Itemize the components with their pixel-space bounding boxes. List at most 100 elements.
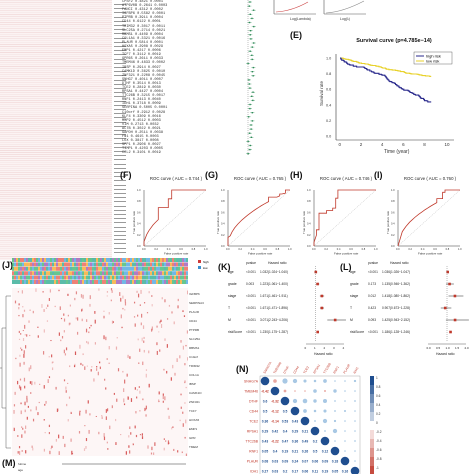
annotation-cell	[42, 266, 44, 271]
forest-row-name: M	[228, 318, 231, 322]
annotation-cell	[130, 262, 132, 267]
panel-label-n: (N)	[236, 364, 249, 374]
heatmap-a-gene-tick	[114, 96, 126, 98]
forest-row-name: stage	[228, 294, 236, 298]
roc-ytick: 0.2	[137, 233, 141, 237]
annotation-cell	[170, 275, 172, 280]
corr-scale-cell	[370, 430, 374, 439]
heatmap-a-row	[0, 26, 112, 27]
lasso-plots-top: Log(Lambda) Log(λ)	[273, 0, 366, 21]
heatmap-j-cell	[176, 358, 178, 362]
annotation-cell	[68, 258, 70, 262]
heatmap-j-cell	[35, 406, 37, 411]
annotation-cell	[60, 271, 62, 276]
forest-point	[314, 270, 318, 274]
annotation-cell	[34, 280, 36, 284]
forest-row-p: <0.001	[368, 330, 378, 334]
heatmap-j-cell	[27, 405, 29, 408]
annotation-cell	[28, 271, 30, 276]
roc-ytick: 0.8	[307, 199, 311, 203]
heatmap-j-cell	[14, 300, 17, 304]
annotation-cell	[126, 258, 128, 262]
heatmap-j-cell	[166, 344, 168, 348]
heatmap-j-cell	[146, 312, 149, 314]
heatmap-j-cell	[126, 373, 128, 377]
corr-value: 0.05	[332, 469, 339, 473]
heatmap-j-cell	[18, 314, 20, 317]
corr-scale-label: -1	[376, 466, 379, 470]
roc-ytick: 1.0	[137, 188, 141, 192]
heatmap-a-row	[0, 232, 112, 233]
corr-row-label: DTHF	[249, 400, 258, 404]
heatmap-j-cell	[63, 330, 65, 333]
forest-b-point	[251, 54, 253, 56]
corr-value: 0.09	[282, 459, 289, 463]
heatmap-j-cell	[184, 381, 186, 384]
annotation-cell	[174, 271, 176, 276]
corr-value: 0.12	[322, 449, 329, 453]
annotation-cell	[106, 271, 108, 276]
forest-b-point	[251, 71, 254, 73]
roc-ytick: 0.0	[221, 244, 225, 248]
annotation-cell	[126, 275, 128, 280]
annotation-cell	[150, 280, 152, 284]
heatmap-j-cell	[30, 409, 32, 412]
annotation-cell	[144, 262, 146, 267]
forest-header-hr: Hazard ratio	[390, 261, 409, 265]
heatmap-a-gene-tick	[114, 230, 126, 232]
annotation-cell	[72, 280, 74, 284]
annotation-cell	[110, 275, 112, 280]
survival-line-low-risk	[340, 57, 432, 77]
heatmap-j-cell	[119, 292, 121, 296]
forest-point	[443, 306, 447, 310]
heatmap-a-row	[0, 196, 112, 197]
heatmap-j-cell	[18, 385, 21, 389]
annotation-cell	[116, 271, 118, 276]
forest-row-name: grade	[350, 282, 359, 286]
roc-ytick: 0.8	[221, 199, 225, 203]
annotation-cell	[68, 275, 70, 280]
heatmap-j-cell	[108, 346, 110, 350]
heatmap-j-cell	[59, 306, 61, 310]
heatmap-a-row	[0, 94, 112, 95]
annotation-cell	[32, 275, 34, 280]
corr-value: 0.09	[322, 459, 329, 463]
corr-diag-circle	[260, 376, 270, 386]
heatmap-j-cell	[111, 290, 113, 293]
corr-diag-circle	[340, 456, 350, 466]
heatmap-j-cell	[137, 314, 139, 317]
survival-xtick: 0	[339, 142, 342, 147]
annotation-cell	[54, 262, 56, 267]
heatmap-a-row	[0, 222, 112, 223]
annotation-cell	[120, 271, 122, 276]
heatmap-a-row	[0, 52, 112, 53]
corr-value: 0.06	[302, 469, 309, 473]
corr-upper-circle	[343, 409, 347, 413]
corr-scale-label: -0.2	[376, 430, 382, 434]
survival-xtick: 4	[381, 142, 384, 147]
heatmap-j-cell	[52, 361, 54, 363]
heatmap-a-gene-tick	[114, 180, 126, 182]
roc-panel-f: ROC curve ( AUC = 0.744 ) 0.0 0.0 0.2 0.2 0.…	[132, 176, 212, 256]
forest-b-point	[251, 95, 253, 97]
forest-b-point	[248, 5, 251, 7]
heatmap-j-cell	[151, 304, 153, 307]
roc-curve	[227, 189, 290, 246]
roc-xtick: 0.0	[312, 247, 316, 251]
heatmap-j-cell	[68, 322, 70, 326]
heatmap-j-cell	[51, 367, 54, 371]
annotation-cell	[36, 266, 38, 271]
annotation-cell	[104, 258, 106, 262]
heatmap-a-gene-tick	[114, 142, 126, 144]
heatmap-a-row	[0, 172, 112, 173]
heatmap-j-cell	[29, 381, 32, 384]
roc-ytick: 1.0	[221, 188, 225, 192]
gene-table-row: PLAUR 0.5814 0.0001	[122, 40, 163, 45]
heatmap-j-cell	[43, 419, 45, 421]
forest-row-name: age	[350, 270, 356, 274]
gene-table-row: FANCI 0.4312 0.0002	[122, 8, 163, 13]
heatmap-a-gene-tick	[114, 113, 126, 115]
corr-value: -0.12	[271, 409, 279, 413]
heatmap-a-row	[0, 182, 112, 183]
